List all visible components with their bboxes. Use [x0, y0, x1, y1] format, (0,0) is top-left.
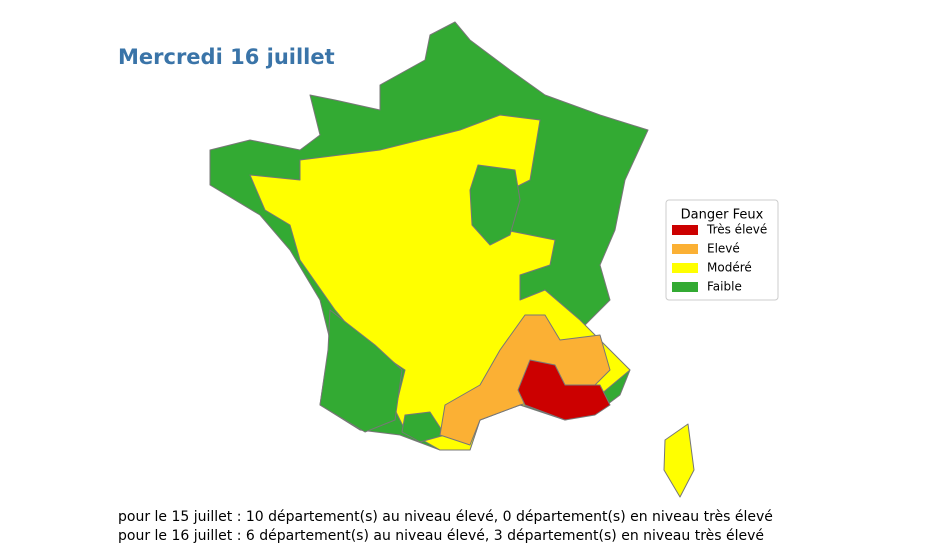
legend-swatch	[672, 225, 698, 235]
region-faible	[401, 411, 446, 443]
legend-label: Faible	[707, 280, 742, 294]
france-map	[209, 21, 695, 498]
region-faible	[469, 164, 521, 246]
map-title: Mercredi 16 juillet	[118, 45, 335, 69]
legend-label: Modéré	[707, 261, 752, 275]
note: pour le 16 juillet : 6 département(s) au…	[118, 528, 764, 544]
legend-swatch	[672, 282, 698, 292]
legend-swatch	[672, 263, 698, 273]
legend-label: Très élevé	[706, 223, 767, 237]
legend-swatch	[672, 244, 698, 254]
legend: Danger Feux Très élevé Elevé Modéré Faible	[665, 199, 779, 301]
region-corse	[663, 423, 695, 498]
note: pour le 15 juillet : 10 département(s) a…	[118, 509, 773, 525]
legend-label: Elevé	[707, 242, 740, 256]
region-faible	[319, 309, 403, 433]
legend-title: Danger Feux	[681, 208, 764, 223]
region-tres-eleve	[517, 359, 611, 421]
